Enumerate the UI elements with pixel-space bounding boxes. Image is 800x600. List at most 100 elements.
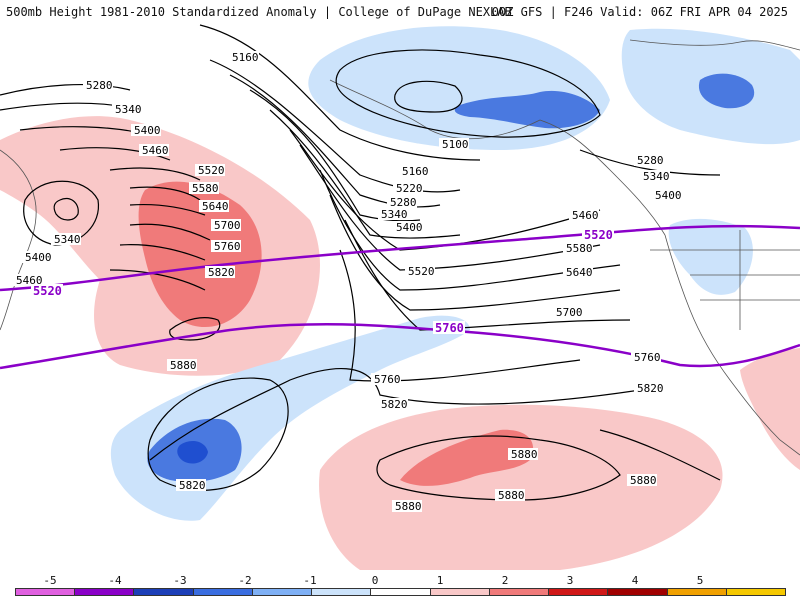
label-5760-highlight: 5760 [435,321,464,335]
label-5160-ak: 5160 [402,165,429,178]
arctic-coastline [629,39,800,51]
contour-5280-w [0,83,131,96]
label-5520-highlight-w: 5520 [33,284,62,298]
label-5820-mid: 5820 [381,398,408,411]
contour-5400-mid [269,109,461,239]
contour-5340-mid [249,89,421,222]
contour-5520-w [109,167,201,181]
contour-5460-w [59,147,171,161]
colorbar: -5 -4 -3 -2 -1 0 1 2 3 4 5 [0,572,800,600]
map-canvas: 5160 5280 5340 5400 5460 5520 5580 5640 … [0,24,800,570]
contour-5640-w [129,203,206,216]
contour-5100-low [394,80,463,113]
contour-5880-hi [376,435,621,501]
strong-positive-hawaii [400,429,534,486]
alaska-coastline [329,79,666,236]
colorbar-bin [429,588,490,596]
label-5640-nw: 5640 [202,200,229,213]
label-5880-e: 5880 [630,474,657,487]
contour-5820-w [109,269,206,291]
label-5400-ak: 5400 [396,221,423,234]
highlight-5520 [0,224,800,292]
label-5340-e: 5340 [643,170,670,183]
label-5520-mid: 5520 [408,265,435,278]
colorbar-bin [311,588,372,596]
contour-5760-w [119,244,206,261]
label-5280-e: 5280 [637,154,664,167]
label-5400-low: 5400 [25,251,52,264]
contour-5340-e [579,149,721,176]
label-5760-mid: 5760 [374,373,401,386]
contour-low-outer [23,180,100,246]
colorbar-tick-label: -2 [238,574,252,587]
label-5460-e: 5460 [572,209,599,222]
label-5820-nw: 5820 [208,266,235,279]
colorbar-bin [607,588,668,596]
label-5760-e: 5760 [634,351,661,364]
coastlines [0,39,800,456]
label-5520-highlight-e: 5520 [584,228,613,242]
label-5880-hi-s: 5880 [498,489,525,502]
contour-5640-mid [329,194,621,311]
strong-positive-west [138,181,262,328]
contour-5760-mid [339,249,581,382]
asia-coastline [0,149,37,331]
contour-5160 [199,24,481,161]
contour-5820-loop [147,377,289,491]
colorbar-bin [133,588,194,596]
contour-5220-mid [209,59,461,193]
highlight-labels: 5520 5520 5760 [31,228,614,335]
label-5340-ak: 5340 [381,208,408,221]
colorbar-bin [488,588,550,596]
contour-5700-w [129,223,211,241]
label-5340-low: 5340 [54,233,81,246]
label-5880-w: 5880 [170,359,197,372]
contour-5580-mid [319,169,621,291]
label-5400-nw: 5400 [134,124,161,137]
label-5400-e: 5400 [655,189,682,202]
label-5460-nw: 5460 [142,144,169,157]
colorbar-bin [725,588,786,596]
strong-negative-arctic [698,73,755,109]
negative-anomaly-plains [668,218,753,295]
label-5880-hi-w: 5880 [395,500,422,513]
colorbar-tick-label: 0 [371,574,379,587]
label-5760-nw: 5760 [214,240,241,253]
label-5160-nw: 5160 [232,51,259,64]
label-5280-nw: 5280 [86,79,113,92]
contour-5520-mid [299,144,601,271]
colorbar-tick-label: -1 [303,574,317,587]
na-borders [650,230,800,330]
label-5580-nw: 5580 [192,182,219,195]
label-5580-e: 5580 [566,242,593,255]
colorbar-bin [15,588,76,596]
label-5820-e: 5820 [637,382,664,395]
contour-5580-w [129,186,201,201]
label-5460-low: 5460 [16,274,43,287]
colorbar-tick-label: 4 [631,574,639,587]
anomaly-shading [0,26,800,570]
contour-5820-mid [149,367,641,461]
map-header: 500mb Height 1981-2010 Standardized Anom… [0,0,800,24]
label-5700-nw: 5700 [214,219,241,232]
positive-anomaly-hawaii [319,404,723,570]
contour-low-inner [53,197,79,221]
na-west-coastline [664,234,800,456]
colorbar-tick-label: -4 [108,574,122,587]
extreme-negative-trough [177,440,208,464]
colorbar-bin [370,588,431,596]
colorbar-tick-label: 3 [566,574,574,587]
colorbar-tick-label: 2 [501,574,509,587]
label-5220-ak: 5220 [396,182,423,195]
positive-anomaly-mexico [740,348,800,470]
label-5100-ak: 5100 [442,138,469,151]
label-5520-nw: 5520 [198,164,225,177]
colorbar-bin [548,588,609,596]
contour-labels: 5160 5280 5340 5400 5460 5520 5580 5640 … [13,51,682,513]
colorbar-bin [666,588,727,596]
label-5640-e: 5640 [566,266,593,279]
contour-5100 [335,49,601,138]
colorbar-tick-label: 5 [696,574,704,587]
strong-negative-alaska [454,90,600,129]
